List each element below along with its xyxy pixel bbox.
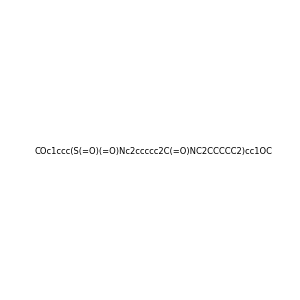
- Text: COc1ccc(S(=O)(=O)Nc2ccccc2C(=O)NC2CCCCC2)cc1OC: COc1ccc(S(=O)(=O)Nc2ccccc2C(=O)NC2CCCCC2…: [35, 147, 273, 156]
